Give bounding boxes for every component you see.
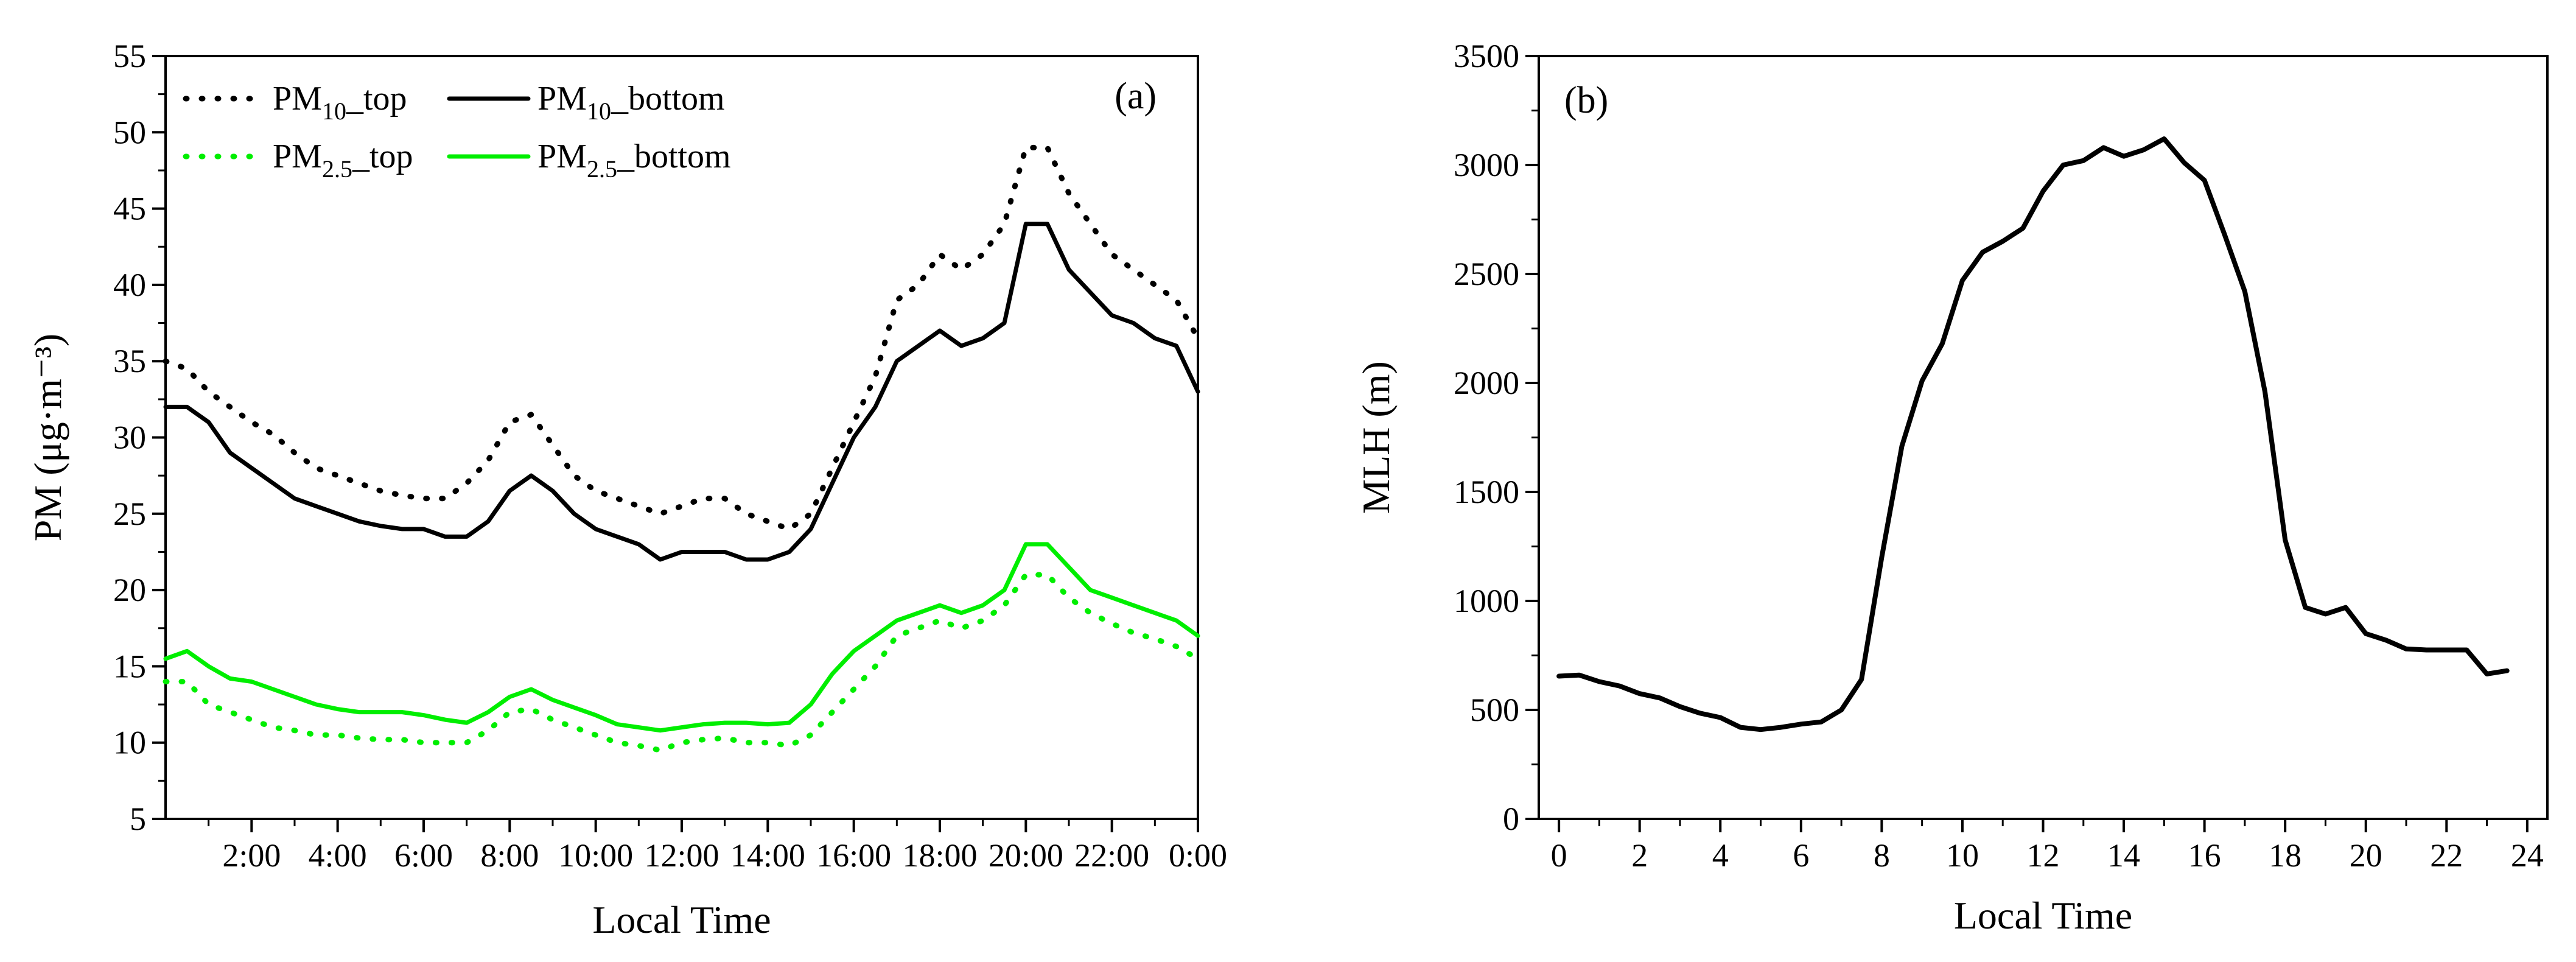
panel-b-plot-frame xyxy=(1538,55,2549,820)
panel-b-x-axis-title: Local Time xyxy=(1954,894,2132,937)
panel-b-y-tick-label: 1500 xyxy=(1454,474,1519,510)
panel-b-x-tick-label: 16 xyxy=(2188,837,2221,874)
panel-b-x-tick-label: 2 xyxy=(1631,837,1648,874)
panel-a-x-tick-label: 18:00 xyxy=(902,837,977,874)
panel-a-y-tick-label: 50 xyxy=(113,114,146,150)
legend-suffix: _top xyxy=(346,80,407,118)
legend-subscript: 10 xyxy=(322,97,346,125)
panel-a-x-tick-label: 22:00 xyxy=(1074,837,1149,874)
panel-a-y-tick-label: 40 xyxy=(113,267,146,303)
panel-b-x-tick-label: 0 xyxy=(1551,837,1567,874)
legend-entry-2: PM2.5_top xyxy=(273,138,413,183)
panel-a-y-tick-label: 45 xyxy=(113,191,146,227)
panel-b-x-tick-label: 4 xyxy=(1712,837,1729,874)
legend-entry-3: PM2.5_bottom xyxy=(537,138,731,183)
panel-a-y-tick-label: 10 xyxy=(113,725,146,761)
panel-a-x-tick-label: 10:00 xyxy=(558,837,633,874)
panel-a-x-tick-label: 12:00 xyxy=(644,837,719,874)
panel-a-y-axis-title: PM (μg·m⁻³) xyxy=(26,334,69,542)
panel-b-tag: (b) xyxy=(1564,80,1608,121)
panel-b-y-tick-label: 1000 xyxy=(1454,583,1519,619)
panel-b-x-tick-label: 24 xyxy=(2511,837,2544,874)
legend-suffix: _bottom xyxy=(611,80,725,118)
legend-suffix: _bottom xyxy=(617,138,731,175)
panel-b-y-tick-label: 2000 xyxy=(1454,365,1519,401)
panel-b-x-tick-label: 22 xyxy=(2430,837,2463,874)
panel-a-y-tick-label: 30 xyxy=(113,420,146,456)
panel-a-x-tick-label: 8:00 xyxy=(480,837,539,874)
panel-a-x-tick-label: 0:00 xyxy=(1169,837,1227,874)
legend-main-text: PM xyxy=(537,80,587,118)
panel-a-y-tick-label: 35 xyxy=(113,343,146,379)
legend-main-text: PM xyxy=(273,80,322,118)
panel-a-x-axis-title: Local Time xyxy=(592,898,771,941)
legend-subscript: 10 xyxy=(587,97,611,125)
series-mlh-line xyxy=(1556,136,2510,732)
panel-a-x-tick-label: 2:00 xyxy=(222,837,281,874)
legend-entry-1: PM10_bottom xyxy=(537,80,725,125)
panel-a-x-tick-label: 4:00 xyxy=(309,837,367,874)
series-pm25-top-line xyxy=(163,572,1201,753)
panel-a-y-tick-label: 20 xyxy=(113,572,146,608)
legend-subscript: 2.5 xyxy=(322,155,352,183)
panel-b-x-tick-label: 14 xyxy=(2107,837,2140,874)
legend-entry-0: PM10_top xyxy=(273,80,407,125)
panel-b-y-tick-label: 3500 xyxy=(1454,38,1519,74)
panel-b-y-tick-label: 0 xyxy=(1503,801,1519,837)
legend-main-text: PM xyxy=(273,138,322,175)
panel-b-x-tick-label: 6 xyxy=(1793,837,1809,874)
panel-a-tag: (a) xyxy=(1115,75,1157,117)
panel-a-y-tick-label: 55 xyxy=(113,38,146,74)
series-pm25-bottom-line xyxy=(163,542,1200,733)
panel-a-y-tick-label: 25 xyxy=(113,496,146,532)
legend-main-text: PM xyxy=(537,138,587,175)
panel-b-x-tick-label: 20 xyxy=(2350,837,2382,874)
panel-b-x-tick-label: 8 xyxy=(1874,837,1890,874)
panel-a-x-tick-label: 14:00 xyxy=(730,837,805,874)
panel-b-x-tick-label: 12 xyxy=(2027,837,2060,874)
panel-a-y-tick-label: 5 xyxy=(130,801,146,837)
legend-subscript: 2.5 xyxy=(587,155,617,183)
series-pm10-bottom-line xyxy=(163,222,1200,562)
panel-b-y-tick-label: 2500 xyxy=(1454,256,1519,292)
panel-b-y-axis-title: MLH (m) xyxy=(1354,361,1398,514)
series-pm10-top-line xyxy=(163,144,1201,532)
legend-suffix: _top xyxy=(352,138,413,175)
panel-a-pm-chart: 5 10 15 20 25 30 35 40 45 50 55 2:00 4:00 6:00 8:00 10:… xyxy=(26,38,1227,941)
panel-b-y-tick-label: 500 xyxy=(1470,692,1519,728)
panel-a-x-tick-label: 16:00 xyxy=(816,837,891,874)
panel-b-x-tick-label: 10 xyxy=(1946,837,1979,874)
panel-a-y-tick-label: 15 xyxy=(113,648,146,684)
panel-a-x-tick-label: 6:00 xyxy=(394,837,453,874)
panel-a-x-tick-label: 20:00 xyxy=(989,837,1063,874)
panel-b-y-tick-label: 3000 xyxy=(1454,147,1519,183)
panel-b-x-tick-label: 18 xyxy=(2269,837,2301,874)
